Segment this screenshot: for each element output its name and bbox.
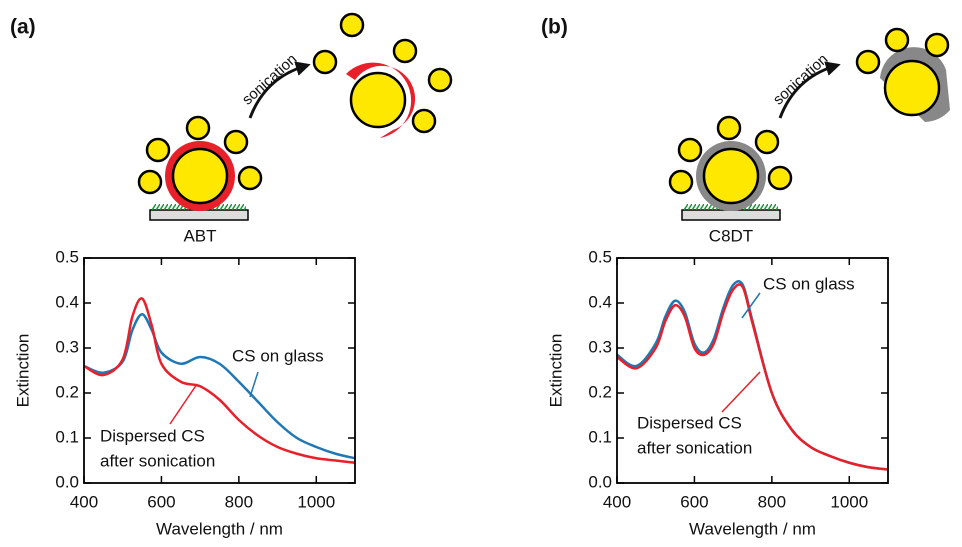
y-tick-label: 0.4	[588, 292, 612, 311]
annotation: CS on glass	[232, 346, 324, 365]
y-tick-label: 0.3	[55, 337, 79, 356]
x-tick-label: 1000	[297, 492, 335, 511]
arrow-label: sonication	[239, 51, 301, 109]
arrow-label: sonication	[770, 51, 832, 109]
ligand-label: ABT	[183, 226, 216, 245]
x-tick-label: 600	[680, 492, 708, 511]
y-tick-label: 0.2	[55, 382, 79, 401]
annotation: CS on glass	[763, 274, 855, 293]
y-tick-label: 0.1	[55, 427, 79, 446]
x-tick-label: 600	[147, 492, 175, 511]
schematic-b	[670, 29, 950, 220]
y-tick-label: 0.0	[55, 472, 79, 491]
annotation: Dispersed CS	[100, 426, 205, 445]
x-axis-title: Wavelength / nm	[689, 519, 816, 538]
x-tick-label: 400	[70, 492, 98, 511]
y-axis-title: Extinction	[546, 334, 565, 408]
y-axis-title: Extinction	[13, 334, 32, 408]
y-tick-label: 0.1	[588, 427, 612, 446]
y-tick-label: 0.5	[588, 247, 612, 266]
annotation: Dispersed CS	[637, 413, 742, 432]
leader-line	[250, 372, 258, 397]
annotation: after sonication	[637, 438, 752, 457]
x-tick-label: 800	[225, 492, 253, 511]
x-axis-title: Wavelength / nm	[156, 519, 283, 538]
ligand-label: C8DT	[709, 226, 753, 245]
y-tick-label: 0.5	[55, 247, 79, 266]
figure: (a) sonication ABT 0.0 0.1 0.2 0.3 0.4 0.5 400 600…	[0, 0, 962, 547]
y-tick-label: 0.0	[588, 472, 612, 491]
plot-frame	[84, 258, 355, 483]
x-tick-label: 800	[758, 492, 786, 511]
y-tick-label: 0.3	[588, 337, 612, 356]
y-tick-label: 0.2	[588, 382, 612, 401]
panel-label: (b)	[541, 16, 568, 39]
panel-label: (a)	[10, 16, 36, 39]
schematic-a	[139, 14, 451, 220]
y-tick-label: 0.4	[55, 292, 79, 311]
x-tick-label: 1000	[830, 492, 868, 511]
leader-line	[170, 384, 197, 424]
leader-line	[722, 372, 760, 412]
annotation: after sonication	[100, 451, 215, 470]
x-tick-label: 400	[603, 492, 631, 511]
